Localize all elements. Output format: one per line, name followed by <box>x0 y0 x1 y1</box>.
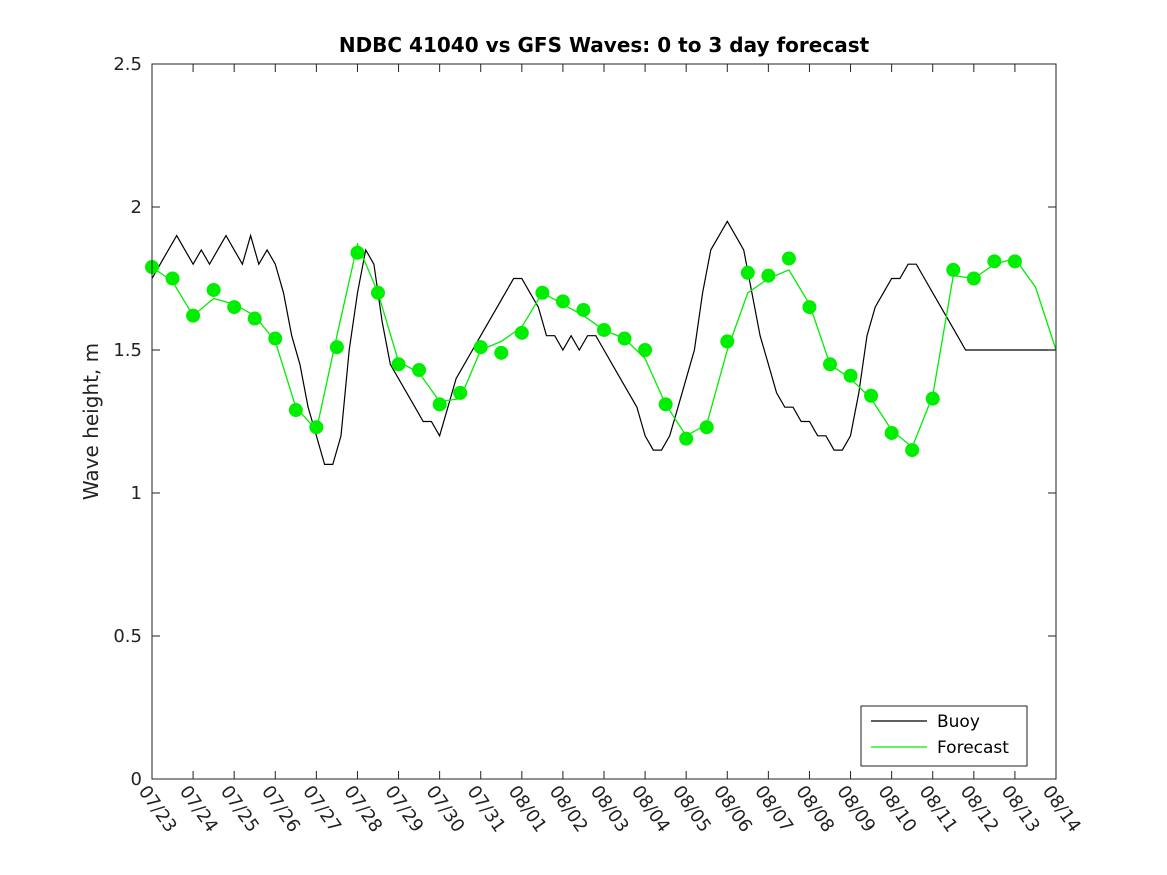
legend-box <box>860 705 1028 767</box>
legend-label: Buoy <box>937 712 980 732</box>
x-tick-label: 08/06 <box>709 782 756 837</box>
y-tick-label: 1.5 <box>113 340 142 361</box>
y-tick-label: 2 <box>131 197 142 218</box>
forecast-marker <box>412 363 427 378</box>
forecast-marker <box>740 265 755 280</box>
forecast-marker <box>329 340 344 355</box>
y-axis-label: Wave height, m <box>79 343 103 500</box>
forecast-marker <box>843 368 858 383</box>
forecast-marker <box>864 388 879 403</box>
forecast-marker <box>371 285 385 300</box>
y-tick-label: 0.5 <box>113 626 142 647</box>
x-tick-label: 08/04 <box>627 782 674 837</box>
forecast-marker <box>679 431 694 446</box>
x-tick-label: 08/05 <box>668 782 715 837</box>
series-line-forecast <box>151 242 1057 449</box>
x-tick-label: 07/23 <box>134 782 181 837</box>
forecast-marker <box>781 251 796 266</box>
x-tick-label: 08/14 <box>1038 782 1085 837</box>
x-tick-label: 08/09 <box>832 782 879 837</box>
x-tick-label: 08/03 <box>586 782 633 837</box>
forecast-marker <box>165 271 180 286</box>
x-tick-label: 07/24 <box>175 782 222 837</box>
forecast-marker <box>186 308 201 323</box>
forecast-marker <box>884 425 899 440</box>
x-tick-label: 07/27 <box>298 782 345 837</box>
forecast-marker <box>699 420 714 435</box>
forecast-marker <box>1007 254 1022 269</box>
x-tick-label: 08/07 <box>750 782 797 837</box>
x-tick-label: 07/31 <box>463 782 510 837</box>
x-tick-label: 08/08 <box>791 782 838 837</box>
plot-frame <box>151 63 1057 780</box>
forecast-marker <box>473 340 488 355</box>
y-tick-label: 2.5 <box>113 54 142 75</box>
forecast-marker <box>350 245 365 260</box>
forecast-marker <box>987 254 1002 269</box>
forecast-marker <box>391 357 406 372</box>
x-tick-label: 07/30 <box>422 782 469 837</box>
forecast-marker <box>925 391 940 406</box>
forecast-marker <box>617 331 632 346</box>
forecast-marker <box>597 322 611 337</box>
forecast-marker <box>946 262 961 277</box>
forecast-marker <box>309 420 324 435</box>
forecast-marker <box>514 325 529 340</box>
x-tick-label: 07/29 <box>380 782 427 837</box>
x-tick-label: 07/25 <box>216 782 263 837</box>
x-tick-label: 08/02 <box>545 782 592 837</box>
forecast-marker <box>247 311 262 326</box>
series-line-buoy <box>151 220 1056 465</box>
y-tick-label: 1 <box>131 483 142 504</box>
legend-label: Forecast <box>937 738 1009 758</box>
forecast-marker <box>453 385 468 400</box>
x-tick-label: 07/26 <box>257 782 304 837</box>
y-tick-label: 0 <box>131 769 142 790</box>
x-tick-label: 08/13 <box>997 782 1044 837</box>
forecast-marker <box>268 331 283 346</box>
forecast-marker <box>802 300 817 315</box>
forecast-marker <box>494 345 509 360</box>
x-tick-label: 08/01 <box>504 782 551 837</box>
forecast-marker <box>535 285 550 300</box>
forecast-marker <box>905 443 920 458</box>
plot-area <box>145 220 1057 465</box>
forecast-marker <box>227 300 242 315</box>
forecast-marker <box>576 302 591 317</box>
x-tick-label: 08/10 <box>874 782 921 837</box>
x-tick-label: 08/12 <box>956 782 1003 837</box>
forecast-marker <box>638 343 653 357</box>
chart-title: NDBC 41040 vs GFS Waves: 0 to 3 day fore… <box>339 33 870 57</box>
forecast-marker <box>432 397 447 412</box>
forecast-marker <box>555 294 570 309</box>
forecast-marker <box>720 334 735 349</box>
forecast-marker <box>966 271 981 286</box>
x-tick-label: 07/28 <box>339 782 386 837</box>
forecast-marker <box>823 357 837 372</box>
forecast-marker <box>206 282 221 297</box>
legend: Buoy Forecast <box>860 705 1028 767</box>
forecast-marker <box>761 268 776 283</box>
forecast-marker <box>658 397 673 412</box>
forecast-marker <box>288 403 303 418</box>
x-tick-label: 08/11 <box>915 782 962 837</box>
